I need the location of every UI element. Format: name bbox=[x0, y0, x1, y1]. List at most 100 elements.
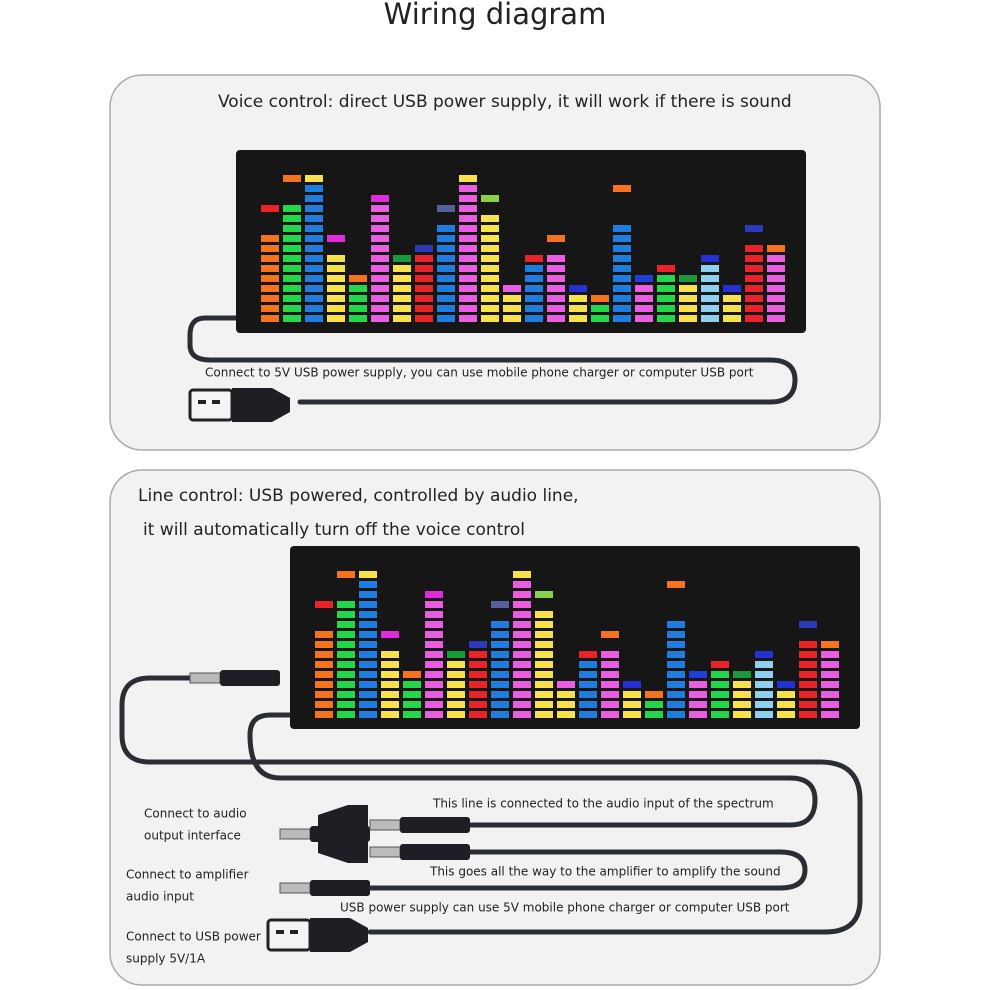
led-segment bbox=[403, 681, 421, 688]
led-segment bbox=[503, 305, 521, 312]
led-segment bbox=[283, 205, 301, 212]
led-segment bbox=[381, 701, 399, 708]
led-segment bbox=[745, 265, 763, 272]
led-segment bbox=[525, 285, 543, 292]
jack-tip bbox=[279, 828, 311, 840]
led-segment bbox=[601, 691, 619, 698]
led-segment bbox=[601, 651, 619, 658]
led-segment bbox=[701, 315, 719, 322]
led-segment bbox=[437, 245, 455, 252]
led-segment bbox=[601, 711, 619, 718]
led-segment bbox=[667, 681, 685, 688]
led-segment bbox=[337, 621, 355, 628]
led-peak bbox=[733, 671, 751, 678]
led-peak bbox=[327, 235, 345, 242]
led-segment bbox=[679, 305, 697, 312]
led-segment bbox=[755, 691, 773, 698]
led-segment bbox=[315, 661, 333, 668]
led-segment bbox=[349, 315, 367, 322]
led-segment bbox=[359, 581, 377, 588]
led-segment bbox=[777, 701, 795, 708]
led-segment bbox=[547, 265, 565, 272]
led-segment bbox=[305, 255, 323, 262]
led-segment bbox=[579, 661, 597, 668]
led-segment bbox=[481, 235, 499, 242]
led-segment bbox=[667, 711, 685, 718]
led-segment bbox=[667, 701, 685, 708]
cable-note: USB power supply can use 5V mobile phone… bbox=[340, 901, 790, 915]
led-segment bbox=[613, 225, 631, 232]
label: output interface bbox=[144, 829, 241, 843]
led-segment bbox=[569, 305, 587, 312]
led-segment bbox=[679, 315, 697, 322]
usb-body bbox=[310, 918, 368, 952]
led-segment bbox=[601, 661, 619, 668]
led-segment bbox=[459, 215, 477, 222]
led-segment bbox=[371, 225, 389, 232]
led-segment bbox=[513, 701, 531, 708]
drawing-layer bbox=[119, 150, 863, 952]
led-segment bbox=[733, 681, 751, 688]
led-peak bbox=[601, 631, 619, 638]
led-segment bbox=[613, 285, 631, 292]
led-segment bbox=[337, 631, 355, 638]
cable-note: Connect to 5V USB power supply, you can … bbox=[205, 366, 754, 380]
led-segment bbox=[305, 275, 323, 282]
led-segment bbox=[315, 651, 333, 658]
led-segment bbox=[535, 641, 553, 648]
led-segment bbox=[491, 661, 509, 668]
led-segment bbox=[425, 671, 443, 678]
led-segment bbox=[667, 641, 685, 648]
led-segment bbox=[513, 691, 531, 698]
led-segment bbox=[557, 711, 575, 718]
usb-slot bbox=[290, 930, 298, 934]
cable bbox=[367, 849, 808, 891]
cable bbox=[119, 675, 863, 935]
label: Connect to amplifier bbox=[126, 868, 249, 882]
label: Connect to USB power bbox=[126, 930, 261, 944]
led-segment bbox=[371, 215, 389, 222]
led-segment bbox=[613, 235, 631, 242]
led-segment bbox=[767, 275, 785, 282]
led-segment bbox=[667, 671, 685, 678]
jack-body bbox=[310, 880, 370, 896]
led-segment bbox=[359, 651, 377, 658]
led-peak bbox=[657, 265, 675, 272]
led-segment bbox=[569, 315, 587, 322]
led-segment bbox=[359, 641, 377, 648]
led-segment bbox=[459, 195, 477, 202]
led-segment bbox=[503, 295, 521, 302]
led-peak bbox=[579, 651, 597, 658]
led-segment bbox=[459, 185, 477, 192]
led-segment bbox=[481, 315, 499, 322]
led-segment bbox=[337, 681, 355, 688]
led-segment bbox=[393, 305, 411, 312]
led-segment bbox=[425, 631, 443, 638]
led-segment bbox=[601, 701, 619, 708]
led-segment bbox=[371, 305, 389, 312]
led-segment bbox=[349, 305, 367, 312]
led-segment bbox=[415, 315, 433, 322]
led-segment bbox=[315, 681, 333, 688]
led-peak bbox=[481, 195, 499, 202]
led-segment bbox=[459, 235, 477, 242]
led-segment bbox=[767, 295, 785, 302]
led-segment bbox=[547, 275, 565, 282]
led-segment bbox=[359, 621, 377, 628]
led-peak bbox=[821, 641, 839, 648]
led-peak bbox=[535, 591, 553, 598]
led-segment bbox=[525, 265, 543, 272]
led-segment bbox=[447, 681, 465, 688]
led-peak bbox=[381, 631, 399, 638]
led-peak bbox=[777, 681, 795, 688]
jack-tip bbox=[279, 882, 311, 894]
led-segment bbox=[425, 711, 443, 718]
led-segment bbox=[701, 295, 719, 302]
led-segment bbox=[799, 711, 817, 718]
led-segment bbox=[745, 255, 763, 262]
led-segment bbox=[381, 681, 399, 688]
led-peak bbox=[359, 571, 377, 578]
led-segment bbox=[689, 701, 707, 708]
led-segment bbox=[667, 691, 685, 698]
led-segment bbox=[799, 681, 817, 688]
